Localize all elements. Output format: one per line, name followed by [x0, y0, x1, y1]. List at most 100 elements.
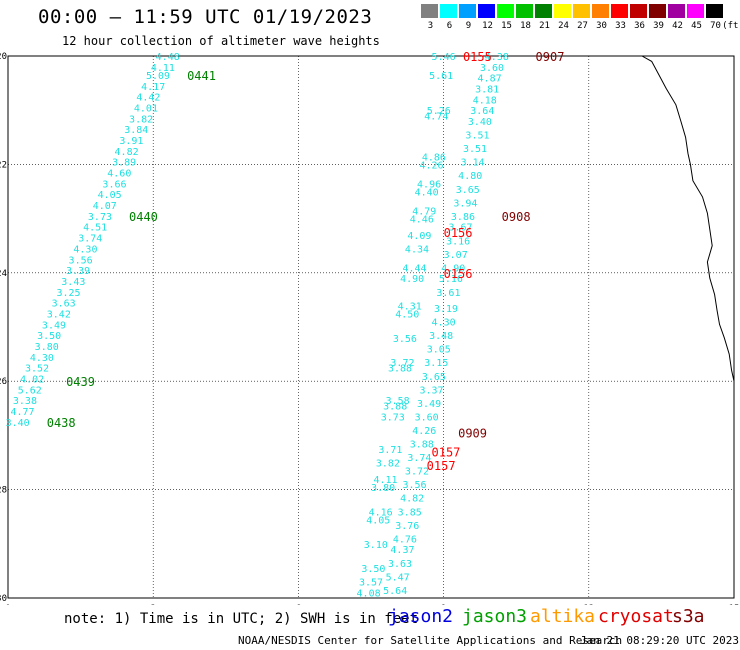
wave-height-value: 3.84 — [124, 125, 148, 136]
wave-height-value: 3.14 — [461, 158, 485, 169]
wave-height-value: 3.16 — [446, 236, 470, 247]
wave-height-value: 4.34 — [405, 244, 429, 255]
x-tick-label: 15 — [729, 604, 740, 605]
wave-height-value: 4.16 — [369, 507, 393, 518]
wave-height-value: 3.74 — [78, 234, 102, 245]
legend-label: 18 — [520, 21, 531, 31]
coastline — [641, 55, 735, 382]
wave-height-value: 3.81 — [475, 85, 499, 96]
wave-height-value: 4.18 — [473, 95, 497, 106]
pass-time-label: 0908 — [502, 210, 531, 224]
satellite-jason2: jason2 — [388, 606, 454, 627]
x-tick-label: 3 — [150, 604, 155, 605]
wave-height-value: 3.51 — [463, 144, 487, 155]
wave-height-value: 3.38 — [13, 396, 37, 407]
satellite-altika: altika — [530, 606, 596, 627]
wave-height-value: 3.58 — [386, 396, 410, 407]
satellite-s3a: s3a — [672, 606, 705, 627]
wave-height-value: 5.09 — [146, 71, 170, 82]
wave-height-value: 3.60 — [480, 63, 504, 74]
wave-height-value: 3.39 — [66, 266, 90, 277]
pass-time-label: 0157 — [432, 446, 461, 460]
wave-height-value: 3.82 — [129, 114, 153, 125]
map-frame — [7, 55, 735, 599]
footer-agency: NOAA/NESDIS Center for Satellite Applica… — [238, 634, 623, 647]
wave-height-value: 5.62 — [18, 385, 42, 396]
wave-height-value: 4.48 — [156, 52, 180, 63]
wave-height-value: 3.57 — [359, 578, 383, 589]
wave-height-value: 3.88 — [410, 440, 434, 451]
y-tick-label: -20 — [0, 52, 7, 62]
x-tick-label: 0 — [5, 604, 10, 605]
legend-label: 24 — [558, 21, 569, 31]
legend-swatch — [611, 4, 628, 18]
wave-height-value: 4.44 — [403, 263, 427, 274]
legend-swatch — [573, 4, 590, 18]
y-tick-label: -22 — [0, 160, 7, 170]
wave-height-value: 4.90 — [441, 263, 465, 274]
satellite-jason3: jason3 — [462, 606, 528, 627]
wave-height-value: 3.50 — [361, 564, 385, 575]
pass-time-label: 0156 — [444, 226, 473, 240]
wave-height-value: 3.48 — [429, 331, 453, 342]
legend-swatch — [535, 4, 552, 18]
wave-height-value: 4.86 — [422, 152, 446, 163]
wave-height-value: 3.88 — [383, 402, 407, 413]
y-tick-label: -26 — [0, 377, 7, 387]
legend-swatch — [516, 4, 533, 18]
wave-height-value: 3.56 — [69, 255, 93, 266]
legend-swatch — [497, 4, 514, 18]
wave-height-value: 3.71 — [378, 445, 402, 456]
wave-height-value: 4.30 — [73, 244, 97, 255]
wave-height-value: 4.30 — [432, 318, 456, 329]
wave-height-value: 5.26 — [427, 106, 451, 117]
legend-label: 45 — [691, 21, 702, 31]
legend-swatch — [440, 4, 457, 18]
legend-label: 33 — [615, 21, 626, 31]
wave-height-value: 4.51 — [83, 223, 107, 234]
wave-height-value: 5.47 — [386, 572, 410, 583]
legend-swatch — [668, 4, 685, 18]
pass-time-label: 0156 — [444, 267, 473, 281]
y-tick-label: -30 — [0, 594, 7, 604]
wave-height-value: 3.49 — [417, 399, 441, 410]
wave-height-value: 3.15 — [424, 358, 448, 369]
legend-swatch — [687, 4, 704, 18]
wave-height-value: 3.10 — [364, 540, 388, 551]
wave-height-value: 4.87 — [478, 74, 502, 85]
wave-height-value: 4.30 — [30, 353, 54, 364]
wave-height-value: 3.07 — [444, 250, 468, 261]
legend-label: 39 — [653, 21, 664, 31]
wave-height-value: 4.07 — [93, 201, 117, 212]
wave-height-value: 3.72 — [405, 467, 429, 478]
wave-height-value: 3.88 — [388, 364, 412, 375]
wave-height-value: 4.26 — [412, 426, 436, 437]
wave-height-value: 3.80 — [371, 483, 395, 494]
legend-label: 21 — [539, 21, 550, 31]
pass-time-label: 0155 — [463, 50, 492, 64]
wave-height-value: 3.52 — [25, 364, 49, 375]
pass-time-label: 0909 — [458, 427, 487, 441]
wave-height-value: 3.50 — [37, 331, 61, 342]
legend-swatch — [459, 4, 476, 18]
legend-label: 3 — [427, 21, 434, 31]
wave-height-value: 4.76 — [393, 534, 417, 545]
wave-height-value: 4.09 — [407, 231, 431, 242]
wave-height-value: 3.74 — [407, 453, 431, 464]
wave-height-value: 4.77 — [10, 407, 34, 418]
wave-height-value: 3.73 — [381, 412, 405, 423]
wave-height-value: 3.89 — [112, 158, 136, 169]
wave-height-value: 4.74 — [424, 112, 448, 123]
wave-height-value: 3.40 — [468, 117, 492, 128]
wave-height-value: 3.63 — [388, 559, 412, 570]
legend-label: 6 — [446, 21, 453, 31]
wave-height-value: 3.94 — [453, 198, 477, 209]
legend-unit: (ft) — [722, 21, 740, 31]
wave-height-value: 5.46 — [432, 52, 456, 63]
wave-height-value: 4.46 — [410, 215, 434, 226]
y-tick-label: -24 — [0, 269, 7, 279]
legend-label: 70 — [710, 21, 721, 31]
pass-time-label: 0440 — [129, 210, 158, 224]
wave-height-value: 3.82 — [376, 459, 400, 470]
wave-height-value: 5.64 — [383, 586, 407, 597]
